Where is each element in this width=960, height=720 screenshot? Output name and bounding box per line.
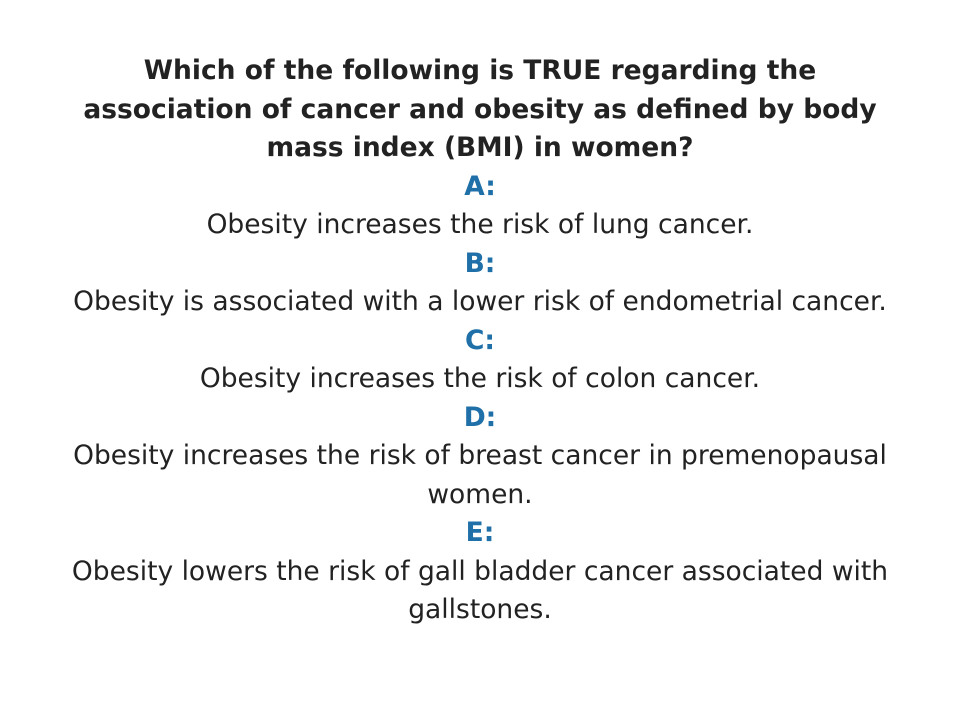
option-text: Obesity increases the risk of lung cance… bbox=[206, 209, 754, 240]
option-letter: A: bbox=[464, 170, 496, 202]
option-letter: D: bbox=[463, 401, 497, 433]
option-text: Obesity is associated with a lower risk … bbox=[73, 286, 887, 317]
question-text: Which of the following is TRUE regarding… bbox=[83, 55, 877, 163]
option-d: D: Obesity increases the risk of breast … bbox=[60, 399, 900, 515]
option-letter: C: bbox=[464, 324, 496, 356]
question-slide: Which of the following is TRUE regarding… bbox=[60, 52, 900, 630]
option-text: Obesity increases the risk of colon canc… bbox=[199, 363, 761, 394]
option-letter: B: bbox=[464, 247, 496, 279]
option-text: Obesity lowers the risk of gall bladder … bbox=[71, 555, 889, 626]
option-e: E: Obesity lowers the risk of gall bladd… bbox=[60, 514, 900, 630]
option-c: C: Obesity increases the risk of colon c… bbox=[60, 322, 900, 399]
option-a: A: Obesity increases the risk of lung ca… bbox=[60, 168, 900, 245]
option-letter: E: bbox=[465, 517, 495, 548]
option-text: Obesity increases the risk of breast can… bbox=[73, 440, 887, 510]
option-b: B: Obesity is associated with a lower ri… bbox=[60, 245, 900, 322]
